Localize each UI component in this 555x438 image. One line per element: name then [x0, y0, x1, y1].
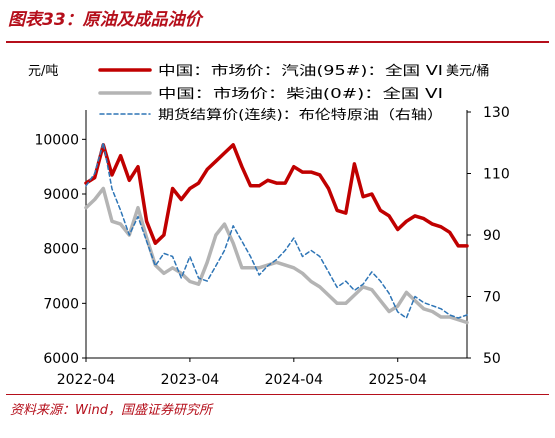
series-line-1 — [84, 143, 469, 248]
right-tick-label: 50 — [483, 351, 501, 367]
series-line-3 — [85, 142, 468, 319]
left-tick-label: 8000 — [43, 242, 79, 258]
x-tick-label: 2022-04 — [57, 372, 116, 388]
legend-label-1: 中国：市场价：汽油(95#)：全国 VI — [158, 63, 443, 79]
x-tick-label: 2023-04 — [161, 372, 220, 388]
legend-label-2: 中国：市场价：柴油(0#)：全国 VI — [158, 86, 443, 102]
x-tick-label: 2025-04 — [368, 372, 427, 388]
x-tick-label: 2024-04 — [265, 372, 324, 388]
right-tick-label: 110 — [483, 167, 510, 183]
legend: 中国：市场价：汽油(95#)：全国 VI 中国：市场价：柴油(0#)：全国 VI 期… — [98, 63, 443, 123]
left-axis-unit: 元/吨 — [28, 64, 58, 79]
legend-label-3: 期货结算价(连续)：布伦特原油（右轴） — [158, 107, 443, 123]
plot-area — [84, 142, 469, 325]
right-tick-label: 130 — [483, 105, 510, 121]
figure-title: 图表33：原油及成品油价 — [8, 10, 202, 30]
axes: 6000 7000 8000 9000 10000 50 70 90 110 130 2022-04… — [34, 105, 509, 388]
right-tick-label: 70 — [483, 290, 501, 306]
left-tick-label: 9000 — [43, 187, 79, 203]
series-line-2 — [84, 186, 469, 325]
left-tick-label: 10000 — [34, 132, 79, 148]
left-tick-label: 6000 — [43, 351, 79, 367]
left-tick-label: 7000 — [43, 296, 79, 312]
right-tick-label: 90 — [483, 228, 501, 244]
title-rule — [6, 41, 549, 43]
source-note: 资料来源：Wind，国盛证券研究所 — [10, 403, 212, 418]
right-axis-unit: 美元/桶 — [446, 64, 489, 79]
source-rule — [6, 394, 549, 395]
